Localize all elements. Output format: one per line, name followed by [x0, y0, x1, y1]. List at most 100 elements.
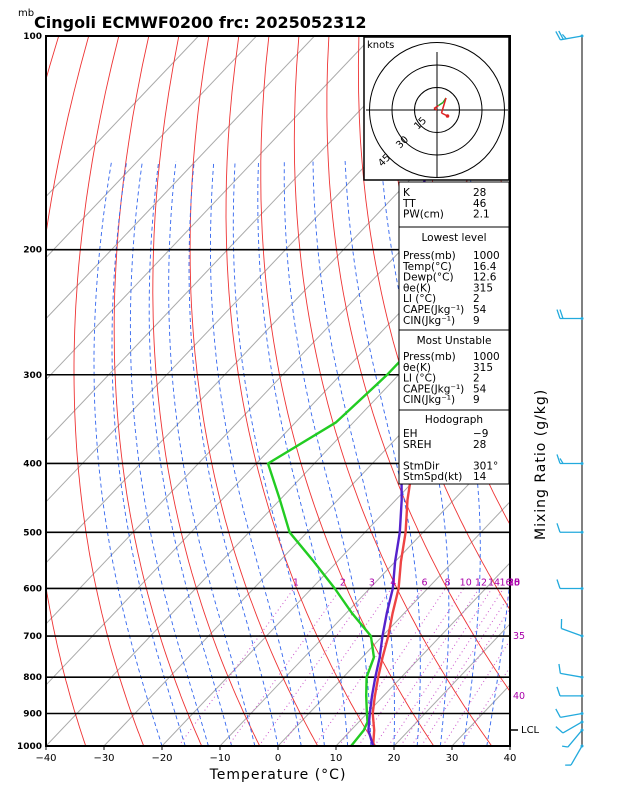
wind-barb	[560, 618, 584, 638]
wind-barb-dot	[580, 712, 584, 716]
wind-barb-dot	[580, 744, 584, 748]
mixing-ratio-tick-label: 8	[444, 577, 450, 588]
hodograph-segment	[440, 97, 447, 114]
isotherm	[46, 256, 510, 746]
panel-label: CAPE(Jkg⁻¹)	[403, 383, 464, 395]
moist-adiabat	[188, 160, 279, 746]
wind-barbs	[555, 30, 584, 766]
mixing-ratio-tick-label: 20	[508, 577, 520, 588]
lcl-marker: LCL	[510, 725, 540, 736]
wind-barb-flag	[558, 663, 561, 674]
hodograph-stats-box	[398, 409, 510, 485]
panel-value: 2.1	[473, 209, 490, 221]
wind-barb-staff	[560, 712, 583, 718]
isotherm	[46, 36, 315, 320]
pressure-tick-label: 500	[23, 528, 42, 538]
mixing-ratio-line	[442, 639, 510, 746]
moist-adiabat	[168, 160, 256, 746]
dry-adiabat	[326, 36, 510, 693]
wind-barb-staff	[562, 721, 583, 734]
dry-adiabat	[357, 36, 510, 611]
moist-adiabat	[257, 160, 349, 746]
hodograph: knots 15 30 45	[363, 36, 510, 181]
pressure-ticks: 100 200 300 400 500 600 700 800 900 1000	[17, 32, 42, 752]
moist-adiabat	[111, 160, 186, 746]
wind-barb-flag	[555, 708, 561, 718]
mixing-ratio-tick-label: 14	[488, 577, 500, 588]
wind-barb	[555, 30, 584, 41]
dry-adiabat	[599, 36, 618, 746]
wind-barb-flag	[556, 523, 561, 533]
wind-barb-staff	[561, 627, 583, 637]
panel-value: 28	[473, 439, 486, 451]
mixing-ratio-tick-label: 12	[475, 577, 487, 588]
pressure-tick-label: 400	[23, 459, 42, 469]
hodograph-stats-title: Hodograph	[425, 414, 483, 426]
most-unstable-box	[398, 329, 510, 411]
panel-value: 315	[473, 362, 493, 374]
mixing-ratio-tick-label: 3	[369, 577, 375, 588]
pressure-tick-label: 700	[23, 632, 42, 642]
wind-barb	[565, 744, 584, 766]
wind-barb-flag	[556, 686, 561, 697]
mixing-ratio-tick-label: 16	[499, 577, 511, 588]
mixing-ratio-line	[400, 588, 504, 746]
panel-label: LI (°C)	[403, 293, 436, 305]
x-tick-label: 20	[388, 753, 401, 764]
moist-adiabat	[148, 160, 233, 746]
panel-value: 1000	[473, 250, 500, 262]
mixing-ratio-tick-label: 10	[460, 577, 472, 588]
hodograph-storm-marker	[445, 114, 450, 118]
wind-barb-staff	[567, 729, 583, 748]
moist-adiabat	[129, 160, 209, 746]
dry-adiabat	[113, 36, 203, 746]
panel-label: StmSpd(kt)	[403, 471, 462, 483]
panel-value: 2	[473, 373, 480, 385]
isotherm	[46, 36, 373, 381]
wind-barb-dot	[580, 34, 584, 38]
panel-value: 54	[473, 383, 487, 395]
x-tick-label: 0	[275, 753, 281, 764]
wind-barb-staff	[570, 745, 583, 766]
x-axis-label: Temperature (°C)	[209, 767, 347, 783]
hodograph-unit-label: knots	[367, 40, 394, 51]
dry-adiabat	[73, 36, 145, 746]
pressure-tick-label: 100	[23, 32, 42, 42]
chart-title: Cingoli ECMWF0200 frc: 2025052312	[34, 13, 367, 32]
wind-barb-flag	[556, 579, 561, 589]
lcl-label: LCL	[521, 725, 540, 736]
mixing-ratio-line	[420, 607, 510, 746]
wind-barb-flag	[559, 309, 564, 319]
pressure-tick-label: 200	[23, 246, 42, 256]
x-tick-label: 10	[330, 753, 343, 764]
panel-label: TT	[402, 198, 416, 210]
pressure-tick-label: 300	[23, 371, 42, 381]
wind-barb	[558, 663, 584, 679]
dry-adiabat	[293, 36, 493, 746]
isotherm	[335, 562, 510, 746]
moist-adiabat	[210, 160, 302, 746]
isotherm	[393, 623, 510, 746]
wind-barb-flag	[559, 458, 564, 464]
panel-value: 14	[473, 471, 487, 483]
mixing-ratio-line	[227, 588, 342, 746]
panel-value: 12.6	[473, 272, 497, 284]
wind-barb	[556, 309, 584, 321]
dry-adiabat	[152, 36, 261, 746]
moist-adiabat	[344, 160, 421, 746]
panel-value: 315	[473, 282, 493, 294]
panel-label: SREH	[403, 439, 432, 451]
lowest-level-title: Lowest level	[421, 232, 486, 244]
isotherm	[46, 36, 257, 259]
wind-barb-dot	[580, 586, 584, 590]
wind-barb-staff	[560, 35, 583, 41]
wind-barb-flag	[555, 726, 564, 734]
dry-adiabat	[46, 36, 90, 746]
hodograph-segment	[433, 104, 439, 110]
info-panel: Lowest level Most Unstable Hodograph K 28…	[398, 181, 510, 485]
mixing-ratio-line	[281, 588, 392, 746]
wind-barb-flag	[556, 454, 561, 464]
mixing-ratio-tick-label: 1	[293, 577, 299, 588]
moist-adiabat	[421, 160, 481, 746]
